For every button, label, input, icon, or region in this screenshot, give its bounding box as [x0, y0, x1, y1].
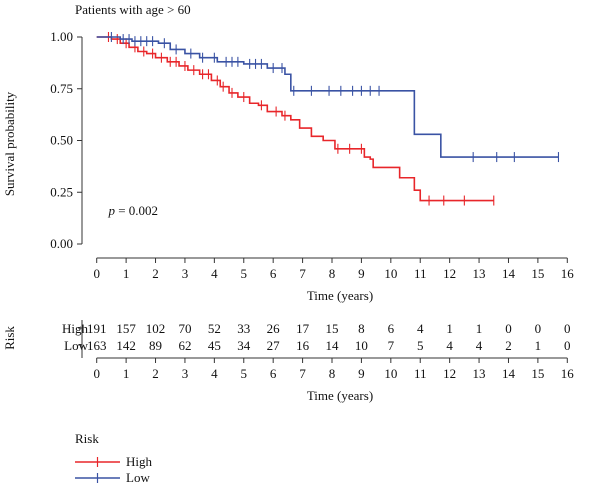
risk-table-x-tick-label: 0	[93, 366, 100, 381]
x-tick-label: 5	[241, 266, 248, 281]
risk-count-high: 102	[146, 321, 166, 336]
risk-table-x-tick-label: 2	[152, 366, 159, 381]
x-tick-label: 11	[414, 266, 427, 281]
risk-count-low: 163	[87, 338, 107, 353]
risk-count-high: 157	[116, 321, 136, 336]
risk-count-high: 6	[388, 321, 395, 336]
risk-count-high: 0	[535, 321, 542, 336]
risk-table-x-tick-label: 10	[384, 366, 397, 381]
risk-table-x-axis-label: Time (years)	[307, 388, 373, 403]
risk-table-x-tick-label: 13	[473, 366, 486, 381]
x-tick-label: 8	[329, 266, 336, 281]
x-tick-label: 4	[211, 266, 218, 281]
risk-table-x-tick-label: 7	[299, 366, 306, 381]
risk-count-high: 8	[358, 321, 365, 336]
x-tick-label: 16	[561, 266, 575, 281]
legend-title: Risk	[75, 431, 99, 446]
risk-count-low: 4	[446, 338, 453, 353]
p-value-text: = 0.002	[115, 203, 158, 218]
p-value-symbol: p	[107, 203, 115, 218]
x-tick-label: 14	[502, 266, 516, 281]
x-tick-label: 6	[270, 266, 277, 281]
risk-count-high: 0	[564, 321, 571, 336]
risk-count-low: 14	[326, 338, 340, 353]
risk-count-high: 52	[208, 321, 221, 336]
x-tick-label: 10	[384, 266, 397, 281]
risk-count-low: 0	[564, 338, 571, 353]
legend: Risk High Low	[75, 431, 153, 485]
legend-label-high: High	[126, 454, 153, 469]
risk-count-high: 191	[87, 321, 107, 336]
curves-group	[96, 32, 560, 206]
risk-count-low: 45	[208, 338, 221, 353]
x-axis-label: Time (years)	[307, 288, 373, 303]
x-tick-label: 2	[152, 266, 159, 281]
risk-table-x-tick-label: 15	[531, 366, 544, 381]
y-tick-label: 1.00	[50, 29, 73, 44]
y-axis-label: Survival probability	[2, 91, 17, 196]
risk-count-high: 4	[417, 321, 424, 336]
risk-count-low: 62	[178, 338, 191, 353]
risk-count-low: 5	[417, 338, 424, 353]
p-value-annotation: p = 0.002	[107, 203, 158, 218]
survival-curve-high	[96, 36, 494, 202]
x-tick-label: 15	[531, 266, 544, 281]
x-tick-label: 1	[123, 266, 130, 281]
risk-count-low: 16	[296, 338, 310, 353]
risk-count-low: 142	[116, 338, 136, 353]
risk-count-high: 70	[178, 321, 191, 336]
y-tick-label: 0.75	[50, 81, 73, 96]
risk-count-low: 89	[149, 338, 162, 353]
risk-table-x-tick-label: 8	[329, 366, 336, 381]
risk-table-x-tick-label: 12	[443, 366, 456, 381]
risk-count-high: 15	[326, 321, 339, 336]
risk-count-high: 1	[446, 321, 453, 336]
risk-count-low: 7	[388, 338, 395, 353]
risk-table-x-tick-label: 5	[241, 366, 248, 381]
risk-table-x-tick-label: 9	[358, 366, 365, 381]
survival-curve-low	[96, 36, 559, 158]
risk-count-high: 33	[237, 321, 250, 336]
x-tick-label: 12	[443, 266, 456, 281]
risk-table-x-tick-label: 14	[502, 366, 516, 381]
risk-table-x-tick-label: 6	[270, 366, 277, 381]
chart-title: Patients with age > 60	[75, 2, 191, 17]
x-tick-label: 0	[93, 266, 100, 281]
risk-table-x-tick-label: 1	[123, 366, 130, 381]
risk-row-label-low: Low	[64, 338, 88, 353]
risk-count-low: 1	[535, 338, 542, 353]
risk-count-high: 1	[476, 321, 483, 336]
risk-count-high: 26	[267, 321, 281, 336]
risk-count-high: 0	[505, 321, 512, 336]
legend-label-low: Low	[126, 470, 150, 485]
risk-count-low: 10	[355, 338, 368, 353]
risk-table-x-tick-label: 4	[211, 366, 218, 381]
y-tick-label: 0.25	[50, 184, 73, 199]
risk-table-x-tick-label: 16	[561, 366, 575, 381]
y-tick-label: 0.50	[50, 133, 73, 148]
risk-table-x-tick-label: 11	[414, 366, 427, 381]
risk-count-high: 17	[296, 321, 310, 336]
y-tick-label: 0.00	[50, 236, 73, 251]
x-tick-label: 13	[473, 266, 486, 281]
risk-count-low: 4	[476, 338, 483, 353]
risk-count-low: 2	[505, 338, 512, 353]
x-tick-label: 9	[358, 266, 365, 281]
x-tick-label: 7	[299, 266, 306, 281]
risk-row-label-high: High	[62, 321, 89, 336]
axes-group: 0.000.250.500.751.000 1 2 3 4 5 6 7 8 9 10 11 12 13 14…	[50, 29, 574, 281]
risk-table-title: Risk	[2, 326, 17, 350]
risk-count-low: 34	[237, 338, 251, 353]
risk-table-x-tick-label: 3	[182, 366, 189, 381]
x-tick-label: 3	[182, 266, 189, 281]
risk-count-low: 27	[267, 338, 281, 353]
